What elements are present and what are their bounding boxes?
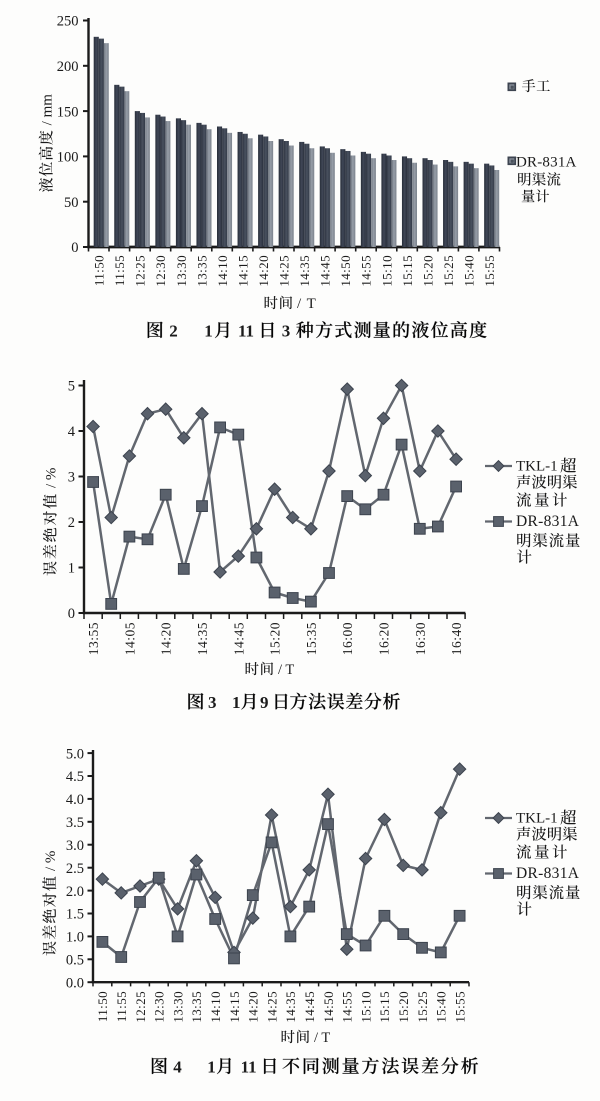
svg-text:16:40: 16:40 (449, 622, 464, 655)
svg-text:1: 1 (207, 1058, 216, 1077)
svg-text:14:45: 14:45 (318, 255, 333, 287)
svg-text:4: 4 (68, 424, 76, 440)
svg-text:1: 1 (232, 693, 241, 712)
svg-text:3.0: 3.0 (66, 838, 84, 854)
svg-text:/ mm: / mm (40, 94, 56, 126)
svg-text:16:00: 16:00 (340, 622, 355, 655)
svg-text:0: 0 (71, 240, 78, 256)
svg-text:15:55: 15:55 (452, 991, 467, 1023)
svg-text:14:05: 14:05 (122, 622, 137, 655)
svg-text:5: 5 (68, 379, 75, 395)
svg-text:14:15: 14:15 (235, 255, 250, 287)
svg-text:15:25: 15:25 (441, 255, 456, 287)
svg-text:14:45: 14:45 (231, 622, 246, 655)
svg-text:9: 9 (260, 693, 269, 712)
svg-text:14:45: 14:45 (302, 991, 317, 1023)
svg-text:13:30: 13:30 (174, 255, 189, 287)
svg-text:2: 2 (169, 322, 178, 341)
svg-text:15:40: 15:40 (434, 991, 449, 1023)
svg-text:14:35: 14:35 (297, 255, 312, 287)
svg-text:11:55: 11:55 (114, 991, 129, 1022)
svg-text:1: 1 (204, 322, 213, 341)
svg-text:TKL-1: TKL-1 (516, 459, 558, 475)
svg-text:0.5: 0.5 (66, 953, 84, 969)
svg-text:12:25: 12:25 (133, 991, 148, 1023)
svg-text:14:50: 14:50 (338, 255, 353, 287)
svg-text:TKL-1: TKL-1 (516, 811, 558, 827)
svg-text:13:30: 13:30 (170, 991, 185, 1023)
svg-text:3.5: 3.5 (66, 815, 84, 831)
svg-text:14:35: 14:35 (283, 991, 298, 1023)
svg-text:3: 3 (282, 322, 291, 341)
svg-text:2: 2 (68, 515, 75, 531)
svg-text:14:20: 14:20 (159, 622, 174, 655)
svg-text:15:10: 15:10 (358, 991, 373, 1023)
svg-text:DR-831A: DR-831A (516, 865, 580, 882)
svg-text:/ %: / % (44, 468, 60, 488)
svg-text:0: 0 (68, 606, 75, 622)
svg-text:15:20: 15:20 (396, 991, 411, 1023)
svg-text:4: 4 (173, 1058, 182, 1077)
svg-text:/ T: / T (297, 296, 317, 312)
svg-text:15:25: 15:25 (415, 991, 430, 1023)
svg-text:3: 3 (68, 470, 75, 486)
svg-text:200: 200 (57, 59, 79, 75)
svg-text:11: 11 (241, 1058, 257, 1077)
svg-text:150: 150 (57, 104, 79, 120)
svg-text:11:50: 11:50 (95, 991, 110, 1022)
svg-text:/ %: / % (43, 851, 59, 871)
svg-text:14:20: 14:20 (256, 255, 271, 287)
svg-text:100: 100 (57, 150, 79, 166)
svg-text:14:25: 14:25 (277, 255, 292, 287)
svg-text:15:15: 15:15 (377, 991, 392, 1023)
svg-text:14:10: 14:10 (215, 255, 230, 287)
svg-text:15:20: 15:20 (268, 622, 283, 655)
svg-text:DR-831A: DR-831A (516, 155, 577, 171)
svg-text:14:50: 14:50 (321, 991, 336, 1023)
svg-text:12:30: 12:30 (153, 255, 168, 287)
svg-text:1: 1 (68, 561, 75, 577)
svg-text:15:35: 15:35 (304, 622, 319, 655)
svg-text:2.5: 2.5 (66, 861, 84, 877)
svg-text:15:40: 15:40 (462, 255, 477, 287)
svg-text:14:55: 14:55 (340, 991, 355, 1023)
svg-text:11: 11 (238, 322, 254, 341)
svg-text:4.5: 4.5 (66, 769, 84, 785)
svg-text:14:15: 14:15 (227, 991, 242, 1023)
svg-text:12:25: 12:25 (133, 255, 148, 287)
svg-text:12:30: 12:30 (152, 991, 167, 1023)
svg-text:14:35: 14:35 (195, 622, 210, 655)
svg-text:4.0: 4.0 (66, 792, 84, 808)
svg-text:1.0: 1.0 (66, 930, 84, 946)
svg-text:14:55: 14:55 (359, 255, 374, 287)
svg-text:15:20: 15:20 (420, 255, 435, 287)
svg-text:15:10: 15:10 (379, 255, 394, 287)
svg-text:16:20: 16:20 (377, 622, 392, 655)
svg-text:1.5: 1.5 (66, 907, 84, 923)
svg-text:11:55: 11:55 (112, 255, 127, 286)
svg-text:250: 250 (57, 14, 79, 30)
svg-text:0.0: 0.0 (66, 975, 84, 991)
svg-text:/ T: / T (314, 1030, 330, 1046)
svg-text:13:55: 13:55 (86, 622, 101, 655)
svg-text:11:50: 11:50 (92, 255, 107, 286)
svg-text:DR-831A: DR-831A (516, 513, 580, 530)
svg-text:14:20: 14:20 (246, 991, 261, 1023)
svg-text:15:15: 15:15 (400, 255, 415, 287)
svg-text:15:55: 15:55 (482, 255, 497, 287)
svg-text:14:10: 14:10 (208, 991, 223, 1023)
svg-text:14:25: 14:25 (264, 991, 279, 1023)
svg-text:2.0: 2.0 (66, 884, 84, 900)
svg-text:5.0: 5.0 (66, 746, 84, 762)
svg-text:/ T: / T (278, 662, 294, 678)
svg-text:3: 3 (208, 693, 217, 712)
svg-text:13:35: 13:35 (189, 991, 204, 1023)
svg-text:16:30: 16:30 (413, 622, 428, 655)
svg-text:50: 50 (64, 195, 79, 211)
svg-text:13:35: 13:35 (194, 255, 209, 287)
